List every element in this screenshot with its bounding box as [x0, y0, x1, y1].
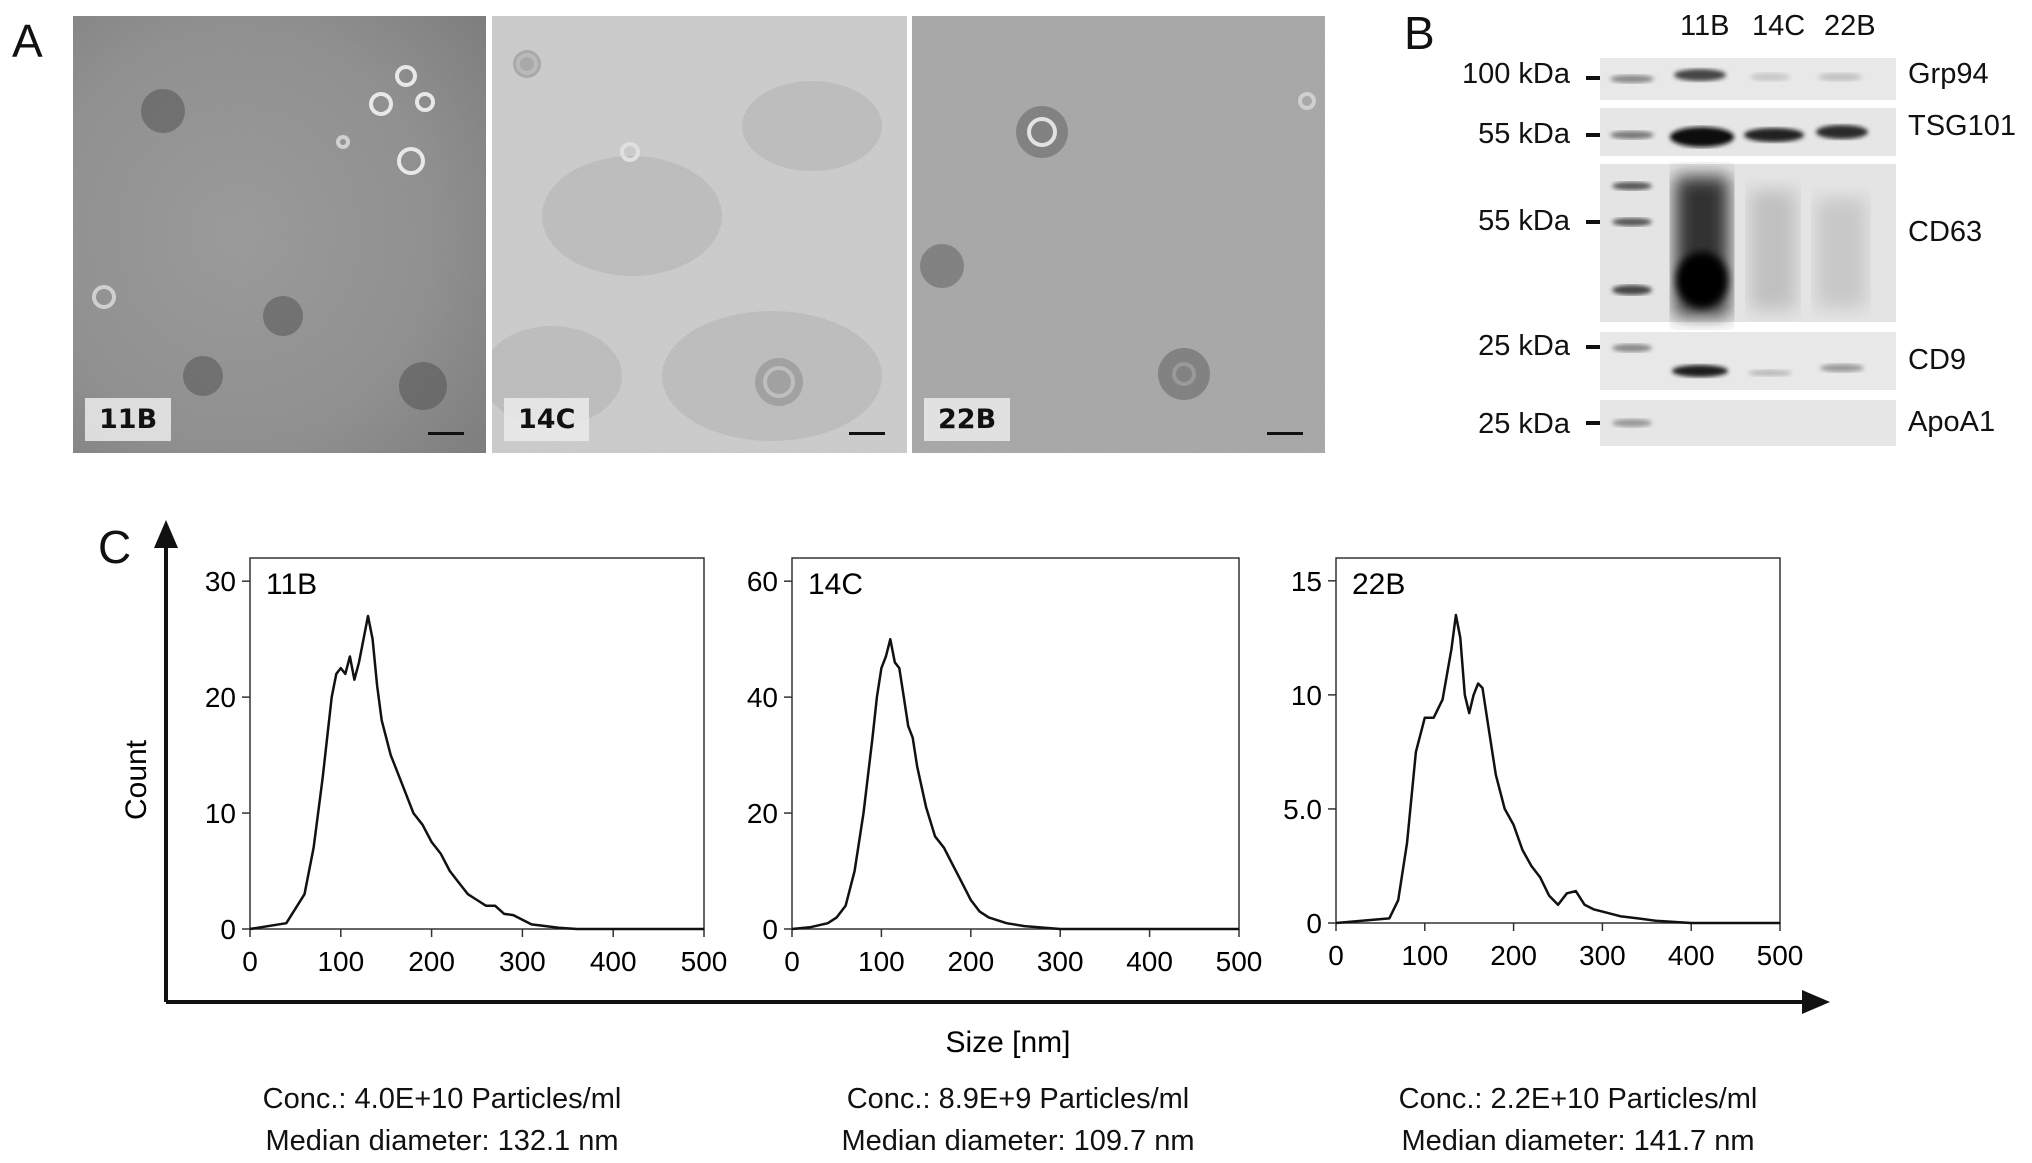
- tem-image-22b: 22B: [912, 16, 1325, 453]
- y-tick-label: 60: [747, 566, 778, 597]
- x-tick-label: 400: [590, 946, 637, 977]
- kda-marker-tsg101: 55 kDa: [1478, 118, 1570, 150]
- plot-title: 14C: [808, 568, 863, 601]
- kda-marker-apoa1: 25 kDa: [1478, 408, 1570, 440]
- plot-frame: [249, 557, 705, 930]
- x-tick-label: 500: [1216, 946, 1263, 977]
- median-22b: Median diameter: 141.7 nm: [1401, 1125, 1755, 1157]
- lane-label-11b: 11B: [1680, 10, 1730, 42]
- conc-22b: Conc.: 2.2E+10 Particles/ml: [1398, 1083, 1758, 1115]
- protein-label-cd9: CD9: [1908, 344, 1967, 376]
- y-tick-label: 0: [220, 914, 236, 945]
- x-tick-label: 500: [1757, 940, 1804, 971]
- size-distribution-line: [249, 614, 704, 931]
- vesicles: [92, 65, 435, 309]
- y-tick-label: 15: [1291, 566, 1322, 597]
- protein-label-grp94: Grp94: [1908, 58, 1989, 90]
- x-tick-label: 0: [242, 946, 258, 977]
- x-tick-label: 0: [784, 946, 800, 977]
- x-tick-label: 200: [408, 946, 455, 977]
- tem-image-14c: 14C: [492, 16, 907, 453]
- tem-image-11b: 11B: [73, 16, 486, 453]
- blot-strip-grp94: [1600, 58, 1896, 100]
- summary-22b: Conc.: 2.2E+10 Particles/ml Median diame…: [1318, 1078, 1838, 1162]
- tem-label-22b: 22B: [924, 398, 1011, 441]
- tem-image-14c-texture: [492, 16, 907, 453]
- summary-11b: Conc.: 4.0E+10 Particles/ml Median diame…: [182, 1078, 702, 1162]
- conc-11b: Conc.: 4.0E+10 Particles/ml: [262, 1083, 622, 1115]
- nta-plot-11b: 11B 0 100 200 300 400 500 0 10 20 30: [205, 557, 728, 977]
- y-axis-arrowhead: [154, 520, 178, 548]
- lane-label-14c: 14C: [1752, 10, 1806, 42]
- x-tick-label: 200: [947, 946, 994, 977]
- scale-bar: [1267, 432, 1303, 435]
- y-tick-label: 20: [747, 798, 778, 829]
- plot-frame: [791, 557, 1240, 930]
- lane-label-22b: 22B: [1824, 10, 1876, 42]
- blot-strip-tsg101: [1600, 108, 1896, 156]
- x-tick-label: 200: [1490, 940, 1537, 971]
- blot-image: [1586, 58, 1896, 446]
- x-tick-label: 100: [1401, 940, 1448, 971]
- kda-marker-cd9: 25 kDa: [1478, 330, 1570, 362]
- plot-title: 11B: [266, 568, 317, 601]
- kda-marker-grp94: 100 kDa: [1461, 58, 1570, 90]
- size-distribution-line: [791, 637, 1239, 931]
- tem-label-14c: 14C: [504, 398, 590, 441]
- tem-image-22b-texture: [912, 16, 1325, 453]
- nta-plot-14c: 14C 0 100 200 300 400 500 0 20 40 60: [747, 557, 1263, 977]
- kda-marker-cd63: 55 kDa: [1478, 205, 1570, 237]
- blot-strip-apoa1: [1600, 400, 1896, 446]
- y-tick-label: 10: [205, 798, 236, 829]
- plot-title: 22B: [1352, 568, 1405, 601]
- y-tick-label: 0: [1306, 908, 1322, 939]
- panel-letter-c: C: [98, 521, 132, 573]
- x-axis-label: Size [nm]: [945, 1026, 1070, 1059]
- x-tick-label: 400: [1126, 946, 1173, 977]
- protein-label-cd63: CD63: [1908, 216, 1983, 248]
- y-tick-label: 30: [205, 566, 236, 597]
- blot-strip-cd9: [1600, 332, 1896, 390]
- x-axis-arrowhead: [1802, 990, 1830, 1014]
- size-distribution-line: [1335, 613, 1780, 925]
- x-tick-label: 0: [1328, 940, 1344, 971]
- x-tick-label: 500: [681, 946, 728, 977]
- summary-14c: Conc.: 8.9E+9 Particles/ml Median diamet…: [758, 1078, 1278, 1162]
- scale-bar: [428, 432, 464, 435]
- panel-letter-b: B: [1404, 7, 1435, 59]
- x-tick-label: 300: [1579, 940, 1626, 971]
- y-tick-label: 20: [205, 682, 236, 713]
- y-tick-label: 10: [1291, 680, 1322, 711]
- x-tick-label: 100: [858, 946, 905, 977]
- median-14c: Median diameter: 109.7 nm: [841, 1125, 1195, 1157]
- tem-label-11b: 11B: [85, 398, 172, 441]
- scale-bar: [849, 432, 885, 435]
- protein-label-tsg101: TSG101: [1908, 110, 2016, 142]
- x-tick-label: 400: [1668, 940, 1715, 971]
- x-tick-label: 100: [317, 946, 364, 977]
- y-axis-label: Count: [120, 739, 153, 820]
- median-11b: Median diameter: 132.1 nm: [265, 1125, 619, 1157]
- protein-label-apoa1: ApoA1: [1908, 406, 1996, 438]
- y-tick-label: 40: [747, 682, 778, 713]
- conc-14c: Conc.: 8.9E+9 Particles/ml: [846, 1083, 1190, 1115]
- y-tick-label: 5.0: [1283, 794, 1322, 825]
- x-tick-label: 300: [1037, 946, 1084, 977]
- tem-image-11b-texture: [73, 16, 486, 453]
- panel-letter-a: A: [12, 15, 43, 67]
- x-tick-label: 300: [499, 946, 546, 977]
- y-tick-label: 0: [762, 914, 778, 945]
- nta-plot-22b: 22B 0 100 200 300 400 500 0 5.0 10 15: [1283, 557, 1804, 971]
- blot-strip-cd63: [1600, 164, 1896, 322]
- plot-frame: [1335, 557, 1781, 924]
